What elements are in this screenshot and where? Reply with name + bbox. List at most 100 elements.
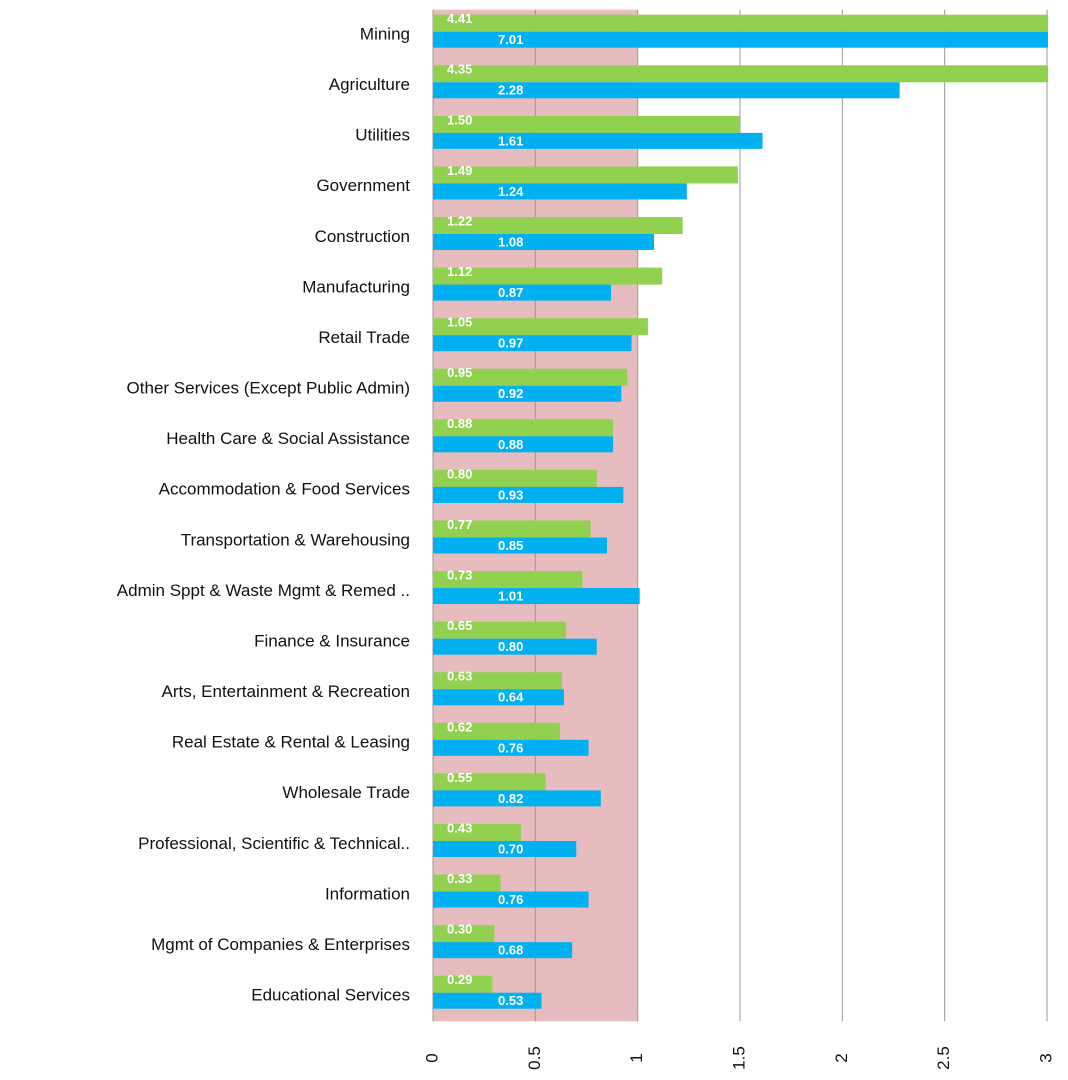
- bar: [433, 166, 738, 184]
- bar: [433, 975, 493, 993]
- bar: [433, 318, 648, 336]
- value-label: 0.64: [498, 690, 524, 705]
- plot-background: [432, 9, 1048, 1022]
- bar: [433, 14, 1048, 32]
- bar: [433, 385, 622, 402]
- value-label: 0.76: [498, 892, 523, 907]
- bar: [433, 436, 614, 453]
- value-label: 1.24: [498, 184, 524, 199]
- bar: [433, 217, 683, 235]
- bar: [433, 469, 597, 487]
- bar: [433, 335, 632, 352]
- bar: [433, 942, 573, 959]
- bars: [433, 14, 1048, 1009]
- value-label: 0.95: [447, 365, 472, 380]
- bar: [433, 368, 628, 386]
- value-label: 1.49: [447, 163, 472, 178]
- x-tick-label: 3: [1036, 1053, 1055, 1062]
- value-label: 2.28: [498, 83, 523, 98]
- bar: [433, 891, 589, 908]
- category-label: Admin Sppt & Waste Mgmt & Remed ..: [117, 581, 410, 600]
- value-label: 0.80: [498, 639, 523, 654]
- value-label: 4.35: [447, 62, 472, 77]
- bar: [433, 183, 687, 200]
- bar: [433, 840, 577, 857]
- bar: [433, 267, 663, 285]
- x-tick-label: 0.5: [525, 1046, 544, 1070]
- value-label: 1.08: [498, 234, 523, 249]
- bar: [433, 31, 1048, 48]
- category-label: Mining: [360, 24, 410, 43]
- value-label: 0.68: [498, 943, 523, 958]
- value-label: 0.87: [498, 285, 523, 300]
- bar: [433, 132, 763, 149]
- bar: [433, 621, 567, 639]
- value-label: 0.33: [447, 871, 472, 886]
- category-label: Educational Services: [251, 985, 410, 1004]
- value-label: 0.88: [498, 437, 523, 452]
- x-tick-label: 1.5: [729, 1046, 748, 1070]
- category-label: Accommodation & Food Services: [159, 480, 410, 499]
- category-label: Construction: [315, 227, 410, 246]
- bar: [433, 115, 740, 133]
- value-label: 1.12: [447, 264, 472, 279]
- category-label: Utilities: [355, 126, 410, 145]
- value-label: 0.70: [498, 841, 523, 856]
- value-label: 1.50: [447, 112, 472, 127]
- category-label: Other Services (Except Public Admin): [127, 379, 410, 398]
- value-label: 0.77: [447, 517, 472, 532]
- value-label: 0.63: [447, 669, 472, 684]
- value-label: 0.82: [498, 791, 523, 806]
- value-label: 0.97: [498, 336, 523, 351]
- bar: [433, 992, 542, 1009]
- category-label: Manufacturing: [302, 277, 410, 296]
- category-label: Arts, Entertainment & Recreation: [161, 682, 410, 701]
- category-label: Information: [325, 884, 410, 903]
- value-label: 1.22: [447, 213, 472, 228]
- bar: [433, 486, 624, 503]
- category-label: Retail Trade: [318, 328, 410, 347]
- bar: [433, 571, 583, 589]
- value-label: 0.62: [447, 719, 472, 734]
- bar: [433, 925, 495, 943]
- value-label: 0.85: [498, 538, 523, 553]
- bar: [433, 65, 1048, 83]
- value-label: 0.76: [498, 740, 523, 755]
- bar: [433, 739, 589, 756]
- category-label: Mgmt of Companies & Enterprises: [151, 935, 410, 954]
- value-label: 0.30: [447, 922, 472, 937]
- value-label: 0.88: [447, 416, 472, 431]
- bar: [433, 520, 591, 538]
- category-label: Professional, Scientific & Technical..: [138, 834, 410, 853]
- value-label: 1.61: [498, 133, 523, 148]
- bar: [433, 672, 562, 690]
- value-label: 0.92: [498, 386, 523, 401]
- bar: [433, 537, 607, 554]
- bar: [433, 82, 900, 99]
- x-tick-label: 0: [422, 1053, 441, 1062]
- value-label: 0.93: [498, 487, 523, 502]
- value-label: 0.29: [447, 972, 472, 987]
- bar: [433, 419, 614, 437]
- bar: [433, 823, 522, 841]
- category-label: Real Estate & Rental & Leasing: [172, 733, 410, 752]
- bar: [433, 874, 501, 892]
- category-label: Wholesale Trade: [282, 783, 410, 802]
- labels: 0 0.5 1 1.5 2 2.5 3 Mining 4.41 7.01 Agriculture 4.…: [117, 11, 1056, 1070]
- x-tick-label: 2.5: [934, 1046, 953, 1070]
- bar: [433, 638, 597, 655]
- bar: [433, 790, 601, 807]
- value-label: 1.05: [447, 315, 472, 330]
- value-label: 7.01: [498, 32, 523, 47]
- category-label: Transportation & Warehousing: [181, 530, 410, 549]
- value-label: 0.80: [447, 466, 472, 481]
- value-label: 0.73: [447, 568, 472, 583]
- bar: [433, 689, 564, 706]
- value-label: 0.55: [447, 770, 472, 785]
- bar: [433, 284, 612, 301]
- value-label: 1.01: [498, 589, 523, 604]
- bar: [433, 234, 655, 251]
- bar: [433, 773, 546, 791]
- x-tick-label: 1: [627, 1053, 646, 1062]
